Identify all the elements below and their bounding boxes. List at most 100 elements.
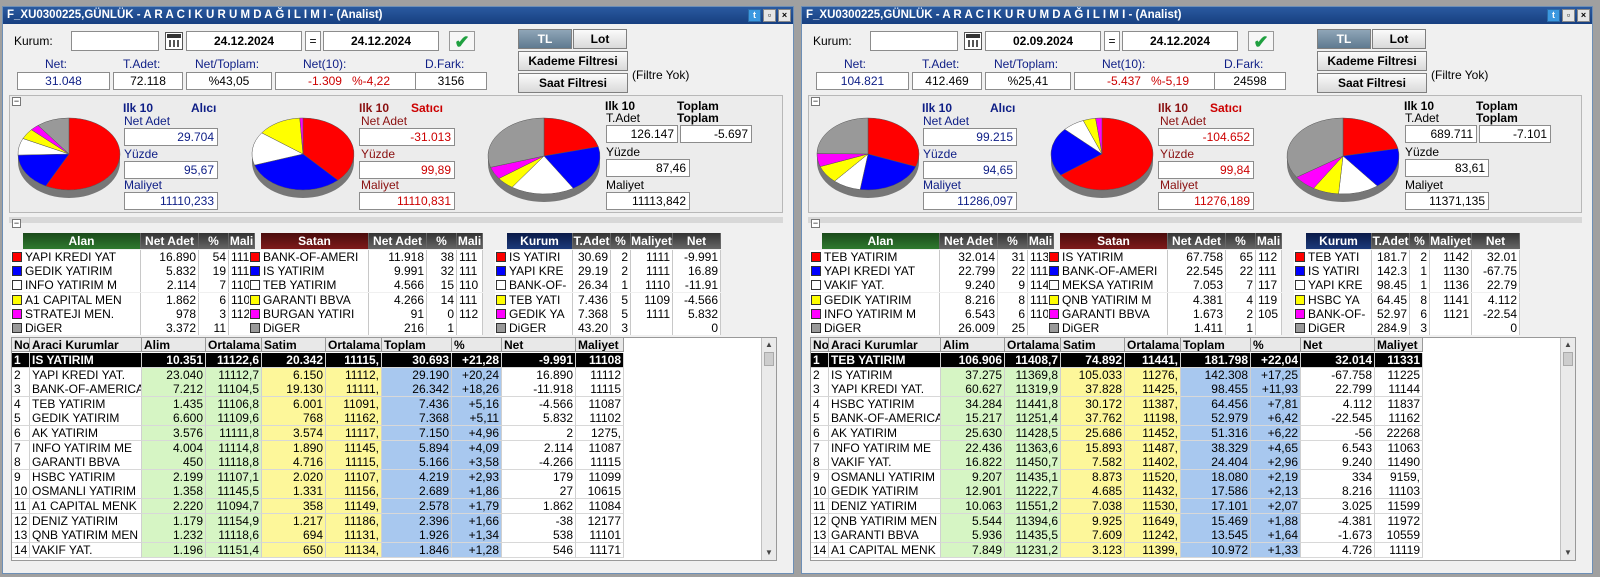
satan-header-2[interactable]: % <box>1226 233 1256 249</box>
satan-row[interactable]: DiGER 216 1 <box>249 321 483 335</box>
grid-row[interactable]: 3 BANK-OF-AMERICA 7.212 11104,5 19.130 11111,… <box>12 382 624 398</box>
grid-row[interactable]: 11 A1 CAPITAL MENK 2.220 11094,7 358 11149, 2.… <box>12 499 624 514</box>
tl-toggle-button[interactable]: TL <box>1317 29 1371 49</box>
grid-row[interactable]: 14 A1 CAPITAL MENK 7.849 11231,2 3.123 11399,… <box>811 542 1423 558</box>
grid-row[interactable]: 7 INFO YATIRIM ME 22.436 11363,6 15.893 11487… <box>811 440 1423 456</box>
satan-header-0[interactable]: Satan <box>1060 233 1168 249</box>
grid-header-1[interactable]: Araci Kurumlar <box>30 338 142 352</box>
kurum-row[interactable]: IS YATIRI 30.69 2 1111 -9.991 <box>495 250 721 264</box>
alan-row[interactable]: YAPI KREDI YAT 22.799 22 111 <box>810 264 1054 279</box>
grid-row[interactable]: 9 OSMANLI YATIRIM 9.207 11435,1 8.873 11520, 1… <box>811 469 1423 485</box>
grid-row[interactable]: 6 AK YATIRIM 3.576 11111,8 3.574 11117, 7.150 +… <box>12 426 624 441</box>
satan-header-2[interactable]: % <box>427 233 457 249</box>
grid-row[interactable]: 13 GARANTI BBVA 5.936 11435,5 7.609 11242, 13.… <box>811 528 1423 544</box>
alan-header-2[interactable]: % <box>998 233 1028 249</box>
alan-header-2[interactable]: % <box>199 233 229 249</box>
grid-header-9[interactable]: Maliyet <box>1375 338 1423 352</box>
date-to-field[interactable]: 24.12.2024 <box>1122 31 1238 51</box>
kurum-row[interactable]: DiGER 284.9 3 0 <box>1294 321 1520 335</box>
apply-check-icon[interactable]: ✔ <box>449 31 475 52</box>
grid-header-5[interactable]: Ortalama <box>326 338 382 352</box>
alan-header-3[interactable]: Mali <box>1028 233 1054 249</box>
satan-header-1[interactable]: Net Adet <box>1168 233 1226 249</box>
alan-row[interactable]: STRATEJI MEN. 978 3 112 <box>11 306 255 321</box>
restore-icon[interactable]: ▫ <box>763 9 776 22</box>
calendar-icon[interactable] <box>165 32 183 50</box>
date-to-field[interactable]: 24.12.2024 <box>323 31 439 51</box>
kurum-header-2[interactable]: % <box>1410 233 1430 249</box>
scroll-up-icon[interactable]: ▲ <box>1564 340 1572 349</box>
grid-header-0[interactable]: No <box>12 338 30 352</box>
grid-row[interactable]: 4 TEB YATIRIM 1.435 11106,8 6.001 11091, 7.436… <box>12 396 624 412</box>
alan-header-1[interactable]: Net Adet <box>141 233 199 249</box>
kurum-row[interactable]: TEB YATI 7.436 5 1109 -4.566 <box>495 292 721 307</box>
alan-header-0[interactable]: Alan <box>23 233 141 249</box>
grid-row[interactable]: 8 GARANTI BBVA 450 11118,8 4.716 11115, 5.166 +… <box>12 455 624 471</box>
collapse-icon[interactable]: − <box>12 96 21 106</box>
scroll-up-icon[interactable]: ▲ <box>765 340 773 349</box>
grid-header-4[interactable]: Satim <box>262 338 326 352</box>
grid-header-6[interactable]: Toplam <box>382 338 452 352</box>
saat-filter-button[interactable]: Saat Filtresi <box>518 73 628 93</box>
broker-grid[interactable]: No Araci Kurumlar Alim Ortalama Satim Ortalam… <box>810 337 1576 561</box>
satan-row[interactable]: GARANTI BBVA 4.266 14 111 <box>249 292 483 307</box>
grid-scrollbar[interactable]: ▲ ▼ <box>1560 338 1575 560</box>
satan-header-3[interactable]: Mali <box>1256 233 1282 249</box>
grid-header-8[interactable]: Net <box>1301 338 1375 352</box>
grid-row[interactable]: 8 VAKIF YAT. 16.822 11450,7 7.582 11402, 24.40… <box>811 455 1423 471</box>
scroll-down-icon[interactable]: ▼ <box>765 548 773 557</box>
alan-row[interactable]: YAPI KREDI YAT 16.890 54 111 <box>11 250 255 264</box>
grid-row[interactable]: 7 INFO YATIRIM ME 4.004 11114,8 1.890 11145, 5… <box>12 440 624 456</box>
grid-header-7[interactable]: % <box>1251 338 1301 352</box>
kurum-header-1[interactable]: T.Adet <box>1372 233 1410 249</box>
date-equals-button[interactable]: = <box>1104 31 1120 51</box>
satan-header-1[interactable]: Net Adet <box>369 233 427 249</box>
scroll-down-icon[interactable]: ▼ <box>1564 548 1572 557</box>
grid-row[interactable]: 13 QNB YATIRIM MEN 1.232 11118,6 694 11131, 1.… <box>12 528 624 544</box>
saat-filter-button[interactable]: Saat Filtresi <box>1317 73 1427 93</box>
kurum-header-4[interactable]: Net <box>1472 233 1520 249</box>
satan-row[interactable]: GARANTI BBVA 1.673 2 105 <box>1048 306 1282 321</box>
grid-row[interactable]: 3 YAPI KREDI YAT. 60.627 11319,9 37.828 11425… <box>811 382 1423 398</box>
date-from-field[interactable]: 02.09.2024 <box>985 31 1101 51</box>
twitter-icon[interactable]: t <box>1547 9 1560 22</box>
grid-row[interactable]: 2 YAPI KREDI YAT. 23.040 11112,7 6.150 11112,… <box>12 367 624 383</box>
kurum-row[interactable]: BANK-OF- 26.34 1 1110 -11.91 <box>495 278 721 293</box>
date-equals-button[interactable]: = <box>305 31 321 51</box>
restore-icon[interactable]: ▫ <box>1562 9 1575 22</box>
satan-row[interactable]: BURGAN YATIRI 91 0 112 <box>249 306 483 321</box>
satan-row[interactable]: IS YATIRIM 67.758 65 112 <box>1048 250 1282 264</box>
grid-header-2[interactable]: Alim <box>941 338 1005 352</box>
grid-header-3[interactable]: Ortalama <box>1005 338 1061 352</box>
grid-header-7[interactable]: % <box>452 338 502 352</box>
twitter-icon[interactable]: t <box>748 9 761 22</box>
alan-row[interactable]: DiGER 3.372 11 <box>11 321 255 335</box>
kurum-input[interactable] <box>71 31 159 51</box>
kademe-filter-button[interactable]: Kademe Filtresi <box>518 51 628 71</box>
scroll-thumb[interactable] <box>1563 352 1573 366</box>
kurum-row[interactable]: BANK-OF- 52.97 6 1121 -22.54 <box>1294 306 1520 321</box>
scroll-thumb[interactable] <box>764 352 774 366</box>
grid-row[interactable]: 4 HSBC YATIRIM 34.284 11441,8 30.172 11387, 64… <box>811 396 1423 412</box>
grid-header-1[interactable]: Araci Kurumlar <box>829 338 941 352</box>
alan-header-1[interactable]: Net Adet <box>940 233 998 249</box>
grid-row[interactable]: 12 QNB YATIRIM MEN 5.544 11394,6 9.925 11649,… <box>811 513 1423 529</box>
kurum-header-3[interactable]: Maliyet <box>631 233 673 249</box>
satan-header-0[interactable]: Satan <box>261 233 369 249</box>
kurum-header-1[interactable]: T.Adet <box>573 233 611 249</box>
grid-row[interactable]: 10 GEDIK YATIRIM 12.901 11222,7 4.685 11432, 1… <box>811 484 1423 500</box>
kurum-header-0[interactable]: Kurum <box>507 233 573 249</box>
kurum-input[interactable] <box>870 31 958 51</box>
close-icon[interactable]: × <box>1577 9 1590 22</box>
kurum-header-3[interactable]: Maliyet <box>1430 233 1472 249</box>
window-titlebar[interactable]: F_XU0300225,GÜNLÜK - A R A C I K U R U M… <box>802 7 1592 24</box>
calendar-icon[interactable] <box>964 32 982 50</box>
grid-row[interactable]: 2 IS YATIRIM 37.275 11369,8 105.033 11276, 142… <box>811 367 1423 383</box>
grid-header-3[interactable]: Ortalama <box>206 338 262 352</box>
kurum-row[interactable]: TEB YATI 181.7 2 1142 32.01 <box>1294 250 1520 264</box>
splitter-bar[interactable] <box>9 217 783 223</box>
window-titlebar[interactable]: F_XU0300225,GÜNLÜK - A R A C I K U R U M… <box>3 7 793 24</box>
grid-header-5[interactable]: Ortalama <box>1125 338 1181 352</box>
satan-row[interactable]: BANK-OF-AMERI 11.918 38 111 <box>249 250 483 264</box>
apply-check-icon[interactable]: ✔ <box>1248 31 1274 52</box>
